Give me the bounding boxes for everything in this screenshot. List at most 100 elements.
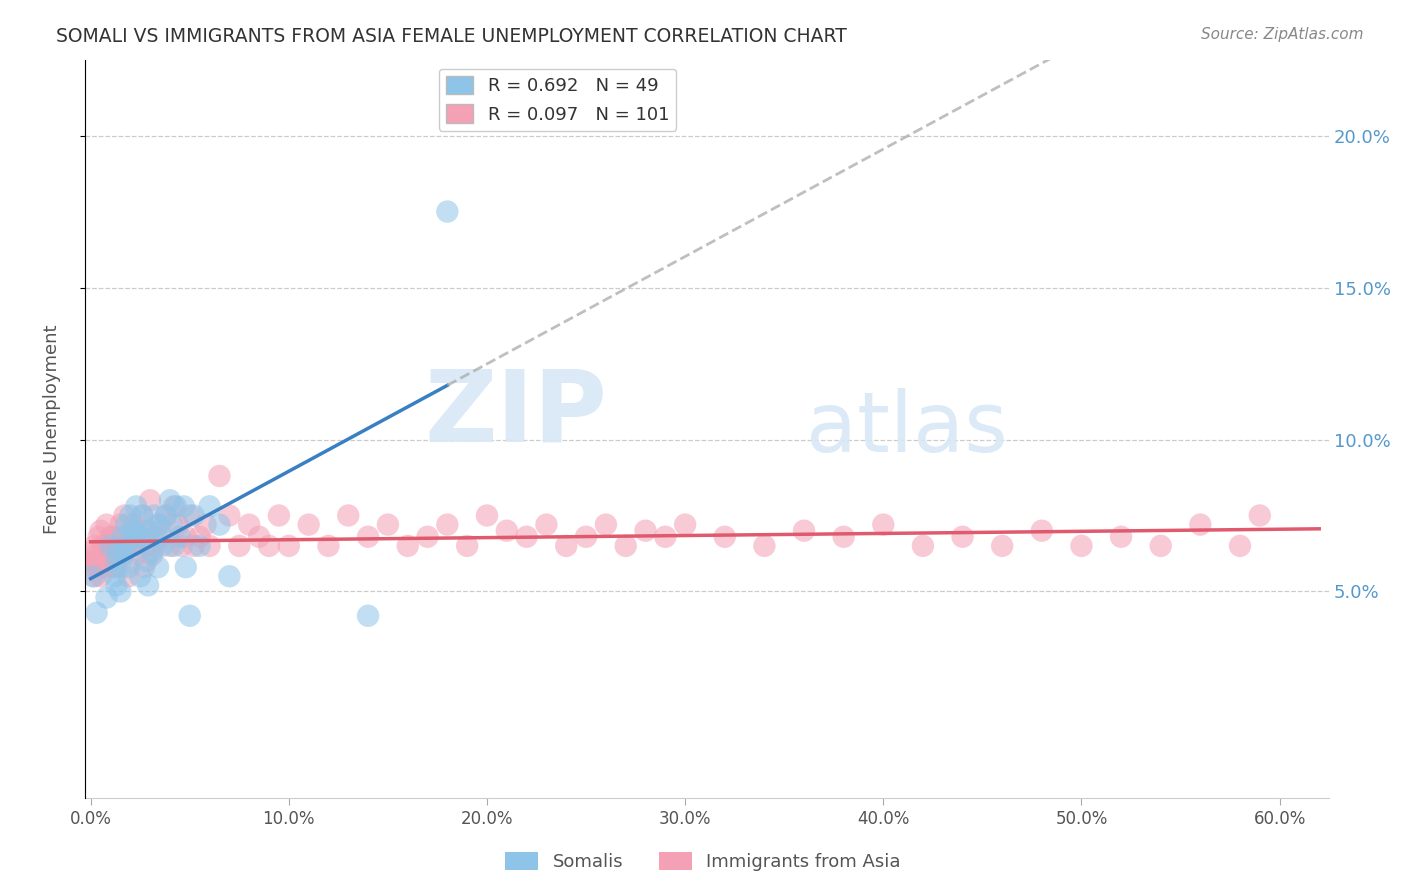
Point xyxy=(135,524,157,538)
Point xyxy=(103,539,125,553)
Point xyxy=(208,469,231,483)
Point xyxy=(136,578,159,592)
Point xyxy=(377,517,399,532)
Point xyxy=(117,560,139,574)
Point xyxy=(188,530,211,544)
Point xyxy=(149,517,172,532)
Point xyxy=(218,508,240,523)
Point xyxy=(911,539,934,553)
Point xyxy=(82,569,104,583)
Text: Source: ZipAtlas.com: Source: ZipAtlas.com xyxy=(1201,27,1364,42)
Point xyxy=(105,554,128,568)
Point xyxy=(595,517,617,532)
Point xyxy=(396,539,419,553)
Point xyxy=(120,539,142,553)
Point xyxy=(139,493,162,508)
Point xyxy=(110,560,132,574)
Point xyxy=(188,539,211,553)
Point xyxy=(87,530,110,544)
Point xyxy=(105,560,128,574)
Point xyxy=(90,560,112,574)
Point xyxy=(86,554,108,568)
Point xyxy=(101,560,124,574)
Point xyxy=(112,548,135,562)
Point xyxy=(536,517,558,532)
Point xyxy=(218,569,240,583)
Point xyxy=(131,508,153,523)
Point xyxy=(163,539,186,553)
Point xyxy=(122,539,145,553)
Point xyxy=(110,517,132,532)
Legend: Somalis, Immigrants from Asia: Somalis, Immigrants from Asia xyxy=(498,845,908,879)
Point xyxy=(163,500,186,514)
Point xyxy=(91,539,114,553)
Point xyxy=(111,530,134,544)
Point xyxy=(107,545,129,559)
Point xyxy=(100,539,122,553)
Point xyxy=(141,548,163,562)
Point xyxy=(495,524,517,538)
Point xyxy=(110,584,132,599)
Point xyxy=(754,539,776,553)
Point xyxy=(174,530,197,544)
Point xyxy=(952,530,974,544)
Point xyxy=(79,545,101,559)
Point xyxy=(575,530,598,544)
Point xyxy=(1070,539,1092,553)
Point xyxy=(1189,517,1212,532)
Point xyxy=(105,578,128,592)
Point xyxy=(117,569,139,583)
Point xyxy=(634,524,657,538)
Point xyxy=(832,530,855,544)
Point xyxy=(136,539,159,553)
Point xyxy=(127,530,149,544)
Point xyxy=(174,560,197,574)
Point xyxy=(516,530,538,544)
Point xyxy=(93,539,115,553)
Point xyxy=(127,530,149,544)
Point xyxy=(198,539,221,553)
Point xyxy=(134,530,156,544)
Point xyxy=(125,548,148,562)
Point xyxy=(169,530,191,544)
Point xyxy=(155,508,177,523)
Point xyxy=(208,517,231,532)
Point xyxy=(673,517,696,532)
Point xyxy=(100,530,122,544)
Point xyxy=(555,539,578,553)
Point xyxy=(145,530,167,544)
Point xyxy=(111,539,134,553)
Point xyxy=(456,539,478,553)
Point xyxy=(170,539,193,553)
Point xyxy=(436,517,458,532)
Point xyxy=(82,554,104,568)
Point xyxy=(121,539,143,553)
Point xyxy=(713,530,735,544)
Point xyxy=(143,508,166,523)
Point xyxy=(247,530,270,544)
Point xyxy=(96,517,118,532)
Point xyxy=(141,545,163,559)
Point xyxy=(112,508,135,523)
Point xyxy=(90,569,112,583)
Point xyxy=(105,548,128,562)
Point xyxy=(86,548,108,562)
Point xyxy=(228,539,250,553)
Point xyxy=(146,560,169,574)
Point xyxy=(198,500,221,514)
Point xyxy=(120,508,142,523)
Point xyxy=(337,508,360,523)
Point xyxy=(179,608,201,623)
Point xyxy=(107,530,129,544)
Point xyxy=(86,560,108,574)
Point xyxy=(150,539,173,553)
Point xyxy=(82,560,104,574)
Point xyxy=(173,500,195,514)
Point xyxy=(97,548,120,562)
Point xyxy=(101,530,124,544)
Point xyxy=(257,539,280,553)
Point xyxy=(125,500,148,514)
Text: ZIP: ZIP xyxy=(425,366,607,463)
Point xyxy=(86,606,108,620)
Point xyxy=(110,539,132,553)
